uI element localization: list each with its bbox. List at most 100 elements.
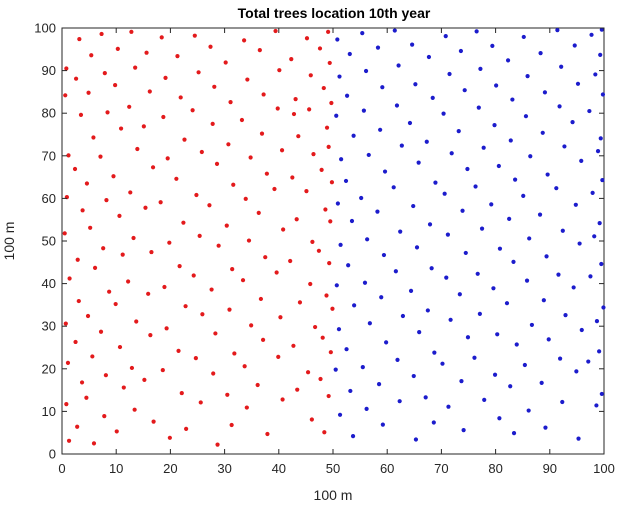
chart-title: Total trees location 10th year bbox=[238, 5, 431, 21]
blue-tree-point bbox=[594, 318, 600, 324]
blue-tree-point bbox=[366, 152, 371, 158]
blue-tree-point bbox=[573, 202, 578, 207]
red-tree-point bbox=[304, 36, 310, 41]
blue-tree-point bbox=[586, 359, 591, 364]
blue-tree-point bbox=[352, 303, 357, 308]
blue-tree-point bbox=[363, 68, 369, 74]
blue-tree-point bbox=[525, 74, 530, 79]
red-tree-point bbox=[265, 431, 270, 437]
red-tree-point bbox=[326, 144, 331, 149]
blue-tree-point bbox=[333, 367, 338, 372]
y-tick-label: 90 bbox=[42, 63, 56, 78]
blue-tree-point bbox=[600, 177, 605, 183]
red-tree-point bbox=[330, 306, 335, 311]
blue-tree-point bbox=[465, 335, 471, 340]
red-tree-point bbox=[126, 279, 131, 284]
red-tree-point bbox=[73, 339, 78, 345]
blue-tree-point bbox=[593, 72, 598, 77]
red-tree-point bbox=[230, 267, 235, 272]
blue-tree-point bbox=[599, 27, 604, 32]
blue-tree-point bbox=[492, 372, 498, 377]
blue-tree-point bbox=[433, 180, 438, 185]
red-tree-point bbox=[86, 90, 91, 95]
blue-tree-point bbox=[463, 250, 468, 256]
red-tree-point bbox=[243, 196, 248, 201]
red-tree-point bbox=[117, 344, 123, 350]
blue-tree-point bbox=[362, 280, 368, 285]
blue-tree-point bbox=[478, 66, 483, 71]
plot-area bbox=[61, 27, 605, 455]
red-tree-point bbox=[158, 200, 163, 205]
blue-tree-point bbox=[344, 93, 350, 98]
blue-tree-point bbox=[458, 48, 464, 54]
red-tree-point bbox=[276, 354, 281, 359]
blue-tree-point bbox=[381, 252, 387, 258]
blue-tree-point bbox=[460, 208, 465, 213]
blue-tree-point bbox=[443, 33, 448, 39]
red-tree-point bbox=[223, 60, 228, 65]
red-tree-point bbox=[163, 75, 168, 80]
red-tree-point bbox=[150, 165, 156, 170]
red-tree-point bbox=[280, 397, 285, 402]
red-tree-point bbox=[132, 407, 137, 412]
blue-tree-point bbox=[351, 133, 356, 138]
red-tree-point bbox=[307, 107, 312, 112]
red-tree-point bbox=[98, 329, 104, 334]
blue-tree-point bbox=[475, 271, 480, 276]
red-tree-point bbox=[259, 131, 265, 136]
blue-tree-point bbox=[447, 71, 452, 77]
red-tree-point bbox=[257, 48, 262, 53]
red-tree-point bbox=[308, 73, 313, 78]
blue-tree-point bbox=[462, 88, 467, 93]
blue-tree-point bbox=[541, 298, 546, 303]
red-tree-point bbox=[117, 213, 122, 218]
red-tree-point bbox=[279, 148, 285, 153]
red-tree-point bbox=[242, 38, 247, 43]
red-tree-point bbox=[64, 66, 69, 71]
red-tree-point bbox=[242, 364, 247, 369]
blue-tree-point bbox=[413, 82, 418, 87]
blue-tree-point bbox=[335, 201, 340, 206]
red-tree-point bbox=[84, 181, 90, 186]
red-tree-point bbox=[260, 337, 266, 342]
red-tree-point bbox=[129, 365, 135, 371]
red-tree-point bbox=[324, 293, 329, 298]
red-tree-point bbox=[115, 46, 120, 51]
red-tree-point bbox=[135, 146, 140, 152]
y-tick-label: 20 bbox=[42, 361, 56, 376]
blue-tree-point bbox=[457, 292, 462, 297]
blue-tree-point bbox=[592, 234, 597, 239]
red-tree-point bbox=[193, 356, 198, 361]
red-tree-point bbox=[196, 70, 201, 75]
blue-tree-point bbox=[393, 269, 398, 274]
blue-tree-point bbox=[338, 242, 343, 247]
blue-tree-point bbox=[491, 286, 496, 291]
red-tree-point bbox=[65, 360, 71, 365]
red-tree-point bbox=[144, 50, 149, 55]
blue-tree-point bbox=[459, 379, 464, 384]
blue-tree-point bbox=[594, 403, 599, 408]
red-tree-point bbox=[78, 112, 84, 117]
y-tick-label: 100 bbox=[34, 21, 56, 36]
blue-tree-point bbox=[508, 384, 513, 389]
blue-tree-point bbox=[514, 342, 519, 347]
blue-tree-point bbox=[375, 45, 381, 50]
blue-tree-point bbox=[376, 382, 382, 387]
red-tree-point bbox=[319, 167, 324, 172]
blue-tree-point bbox=[492, 123, 497, 128]
blue-tree-point bbox=[399, 143, 404, 148]
red-tree-point bbox=[329, 180, 335, 185]
blue-tree-point bbox=[411, 203, 416, 209]
red-tree-point bbox=[174, 176, 179, 181]
blue-tree-point bbox=[508, 138, 513, 143]
blue-tree-point bbox=[528, 154, 533, 159]
blue-tree-point bbox=[473, 184, 478, 189]
red-tree-point bbox=[176, 348, 181, 354]
x-tick-label: 0 bbox=[58, 461, 65, 476]
x-tick-label: 100 bbox=[593, 461, 615, 476]
blue-tree-point bbox=[335, 37, 340, 42]
blue-tree-point bbox=[523, 114, 529, 119]
blue-tree-point bbox=[334, 283, 339, 288]
blue-tree-point bbox=[497, 416, 502, 421]
